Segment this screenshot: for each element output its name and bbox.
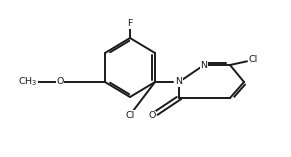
- Text: Cl: Cl: [125, 111, 135, 119]
- Text: Cl: Cl: [249, 56, 258, 65]
- Text: O: O: [148, 111, 156, 121]
- Text: CH$_3$: CH$_3$: [18, 76, 38, 88]
- Text: O: O: [56, 78, 64, 87]
- Text: N: N: [175, 78, 182, 87]
- Text: N: N: [200, 60, 207, 70]
- Text: F: F: [127, 19, 133, 29]
